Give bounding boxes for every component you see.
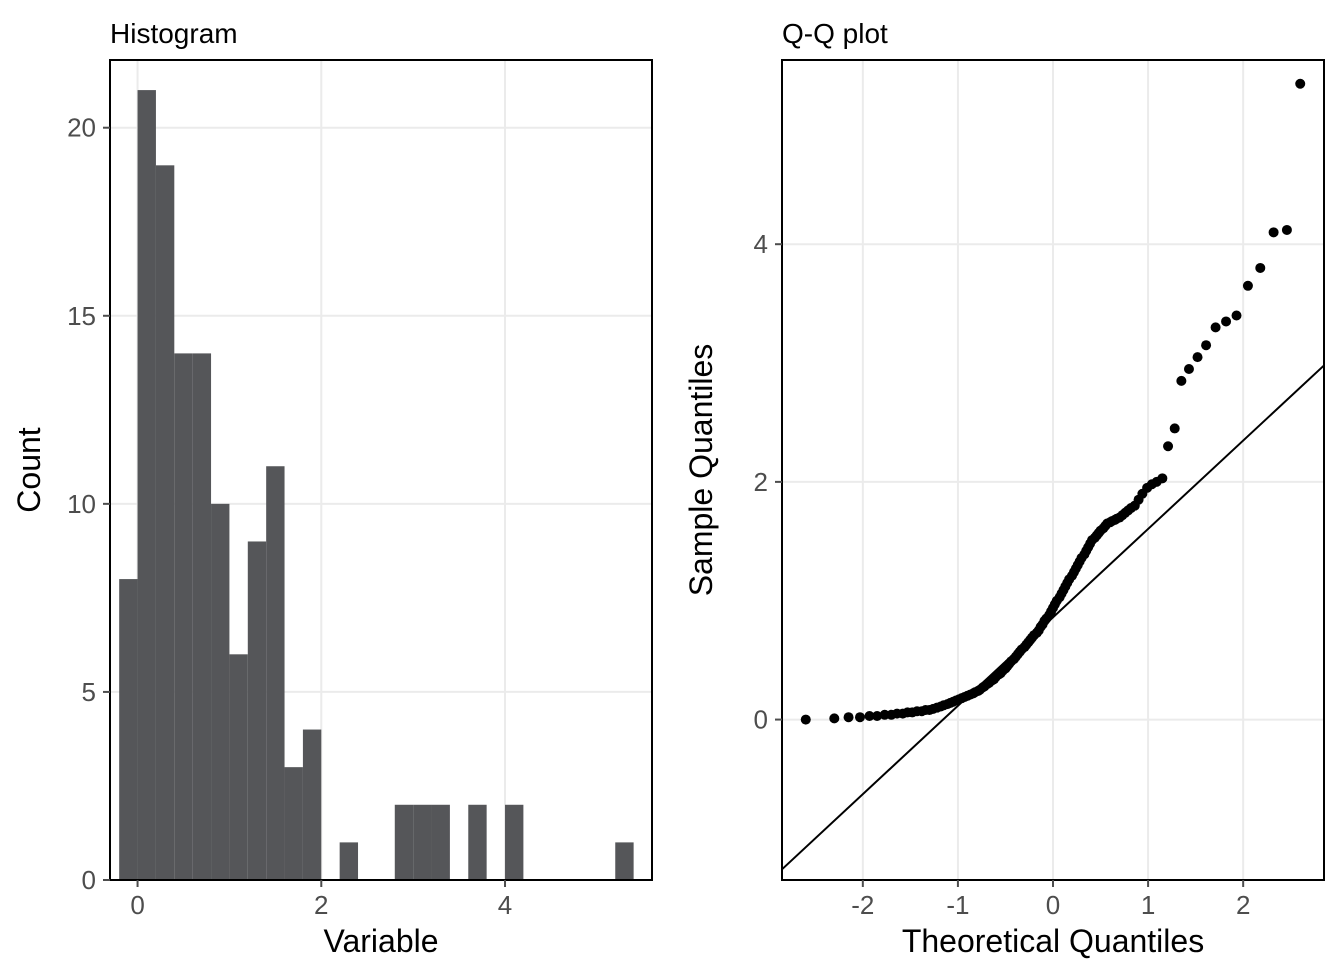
x-tick-label: 0 [130,890,144,920]
histogram-bar [505,805,523,880]
y-tick-label: 20 [67,113,96,143]
qq-point [1282,225,1292,235]
x-tick-label: 1 [1141,890,1155,920]
qqplot-xlabel: Theoretical Quantiles [902,923,1204,959]
qq-point [1243,281,1253,291]
y-tick-label: 15 [67,301,96,331]
histogram-bar [615,842,633,880]
y-tick-label: 4 [754,229,768,259]
chart-container: Histogram 02405101520VariableCount Q-Q p… [0,0,1344,960]
x-tick-label: 2 [314,890,328,920]
histogram-bar [211,504,229,880]
histogram-xlabel: Variable [323,923,438,959]
qqplot-chart-wrap: -2 -1 0 1 2 0 2 4 Theoretical Quantiles Sample Qu… [672,50,1344,960]
histogram-bar [432,805,450,880]
qq-point [801,715,811,725]
qq-point [1184,364,1194,374]
x-tick-label: -1 [946,890,969,920]
histogram-panel: Histogram 0 2 4 0 5 10 15 20 Variable Count [0,0,672,960]
qqplot-panel: Q-Q plot -2 -1 0 1 2 0 2 4 Theoretical Quantiles… [672,0,1344,960]
y-tick-label: 5 [82,677,96,707]
histogram-bar [174,353,192,880]
y-tick-label: 0 [82,865,96,895]
y-tick-label: 10 [67,489,96,519]
histogram-bar [468,805,486,880]
histogram-bar [266,466,284,880]
histogram-bar [303,730,321,880]
qq-point [829,713,839,723]
qqplot-title: Q-Q plot [672,0,1344,50]
histogram-chart-wrap: 0 2 4 0 5 10 15 20 Variable Count [0,50,672,960]
histogram-bar [156,165,174,880]
histogram-bar [340,842,358,880]
qq-point [1221,316,1231,326]
qqplot-svg: -2 -1 0 1 2 0 2 4 Theoretical Quantiles Sample Qu… [672,50,1344,960]
histogram-bar [395,805,413,880]
histogram-ylabel: Count [11,427,47,513]
qq-point [1269,227,1279,237]
qq-point [855,712,865,722]
x-tick-label: 0 [1046,890,1060,920]
y-tick-label: 2 [754,467,768,497]
qq-point [844,712,854,722]
histogram-bar [229,654,247,880]
qq-point [1170,423,1180,433]
histogram-bar [413,805,431,880]
qq-point [1295,79,1305,89]
x-tick-label: 2 [1236,890,1250,920]
y-tick-label: 0 [754,705,768,735]
histogram-bar [285,767,303,880]
histogram-bar [138,90,156,880]
histogram-bar [119,579,137,880]
qq-point [1163,441,1173,451]
qq-point [1157,473,1167,483]
histogram-bar [193,353,211,880]
qq-point [1193,352,1203,362]
qq-point [1255,263,1265,273]
qq-point [1201,340,1211,350]
x-tick-label: -2 [851,890,874,920]
qq-point [1232,311,1242,321]
qqplot-ylabel: Sample Quantiles [683,344,719,597]
x-tick-label: 4 [498,890,512,920]
histogram-svg: 0 2 4 0 5 10 15 20 Variable Count [0,50,672,960]
histogram-bar [248,541,266,880]
qq-point [1211,322,1221,332]
histogram-title: Histogram [0,0,672,50]
qq-point [1176,376,1186,386]
